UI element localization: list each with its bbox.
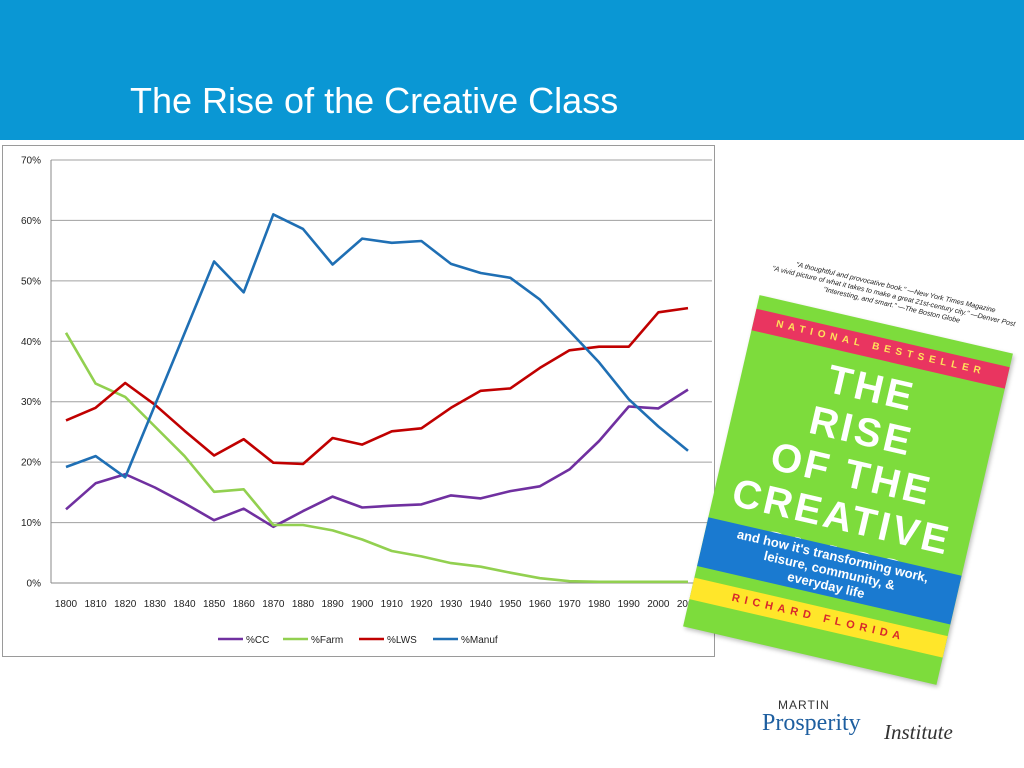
x-tick-label: 1980 bbox=[588, 599, 611, 610]
slide-title: The Rise of the Creative Class bbox=[130, 80, 619, 121]
x-tick-label: 1930 bbox=[440, 599, 463, 610]
institute-logo: MARTIN Prosperity Institute bbox=[762, 696, 982, 756]
x-tick-label: 1870 bbox=[262, 599, 285, 610]
y-tick-label: 30% bbox=[21, 397, 41, 408]
x-tick-label: 1850 bbox=[203, 599, 226, 610]
y-tick-label: 10% bbox=[21, 518, 41, 529]
x-tick-label: 1910 bbox=[381, 599, 404, 610]
x-tick-label: 1840 bbox=[173, 599, 196, 610]
series-line-farm bbox=[64, 332, 688, 584]
x-tick-label: 1970 bbox=[558, 599, 581, 610]
x-tick-label: 1960 bbox=[529, 599, 552, 610]
logo-prosperity: Prosperity bbox=[762, 710, 861, 736]
y-tick-label: 0% bbox=[27, 579, 42, 590]
book-cover-face: NATIONAL BESTSELLER THE RISE OF THE CREA… bbox=[683, 295, 1013, 685]
chart-canvas: 0% 10% 20% 30% 40% 50% 60% 70% 1800 1810 1820 1830 1… bbox=[21, 156, 712, 646]
line-chart: 0% 10% 20% 30% 40% 50% 60% 70% 1800 1810 1820 1830 1… bbox=[2, 145, 715, 657]
y-tick-label: 60% bbox=[21, 216, 41, 227]
legend-label: %CC bbox=[246, 635, 269, 646]
x-tick-label: 1800 bbox=[55, 599, 78, 610]
series-line-manuf bbox=[65, 213, 689, 479]
title-bar: The Rise of the Creative Class bbox=[0, 0, 1024, 140]
logo-martin: MARTIN bbox=[778, 698, 830, 712]
y-tick-label: 40% bbox=[21, 337, 41, 348]
y-tick-label: 50% bbox=[21, 276, 41, 287]
legend-label: %LWS bbox=[387, 635, 417, 646]
x-tick-label: 1950 bbox=[499, 599, 522, 610]
x-tick-label: 1900 bbox=[351, 599, 374, 610]
x-tick-label: 1880 bbox=[292, 599, 315, 610]
series-line-lws bbox=[65, 306, 689, 466]
legend-label: %Farm bbox=[311, 635, 343, 646]
book-cover: NATIONAL BESTSELLER THE RISE OF THE CREA… bbox=[683, 253, 1019, 685]
x-tick-label: 1830 bbox=[144, 599, 167, 610]
x-tick-label: 1940 bbox=[470, 599, 493, 610]
x-tick-label: 1890 bbox=[321, 599, 344, 610]
x-tick-label: 2000 bbox=[647, 599, 670, 610]
x-tick-label: 1860 bbox=[233, 599, 256, 610]
x-tick-label: 1810 bbox=[84, 599, 107, 610]
y-tick-label: 70% bbox=[21, 156, 41, 167]
x-tick-label: 1820 bbox=[114, 599, 137, 610]
x-tick-label: 1990 bbox=[618, 599, 641, 610]
legend-label: %Manuf bbox=[461, 635, 498, 646]
y-tick-label: 20% bbox=[21, 458, 41, 469]
x-tick-label: 1920 bbox=[410, 599, 433, 610]
series-line-cc bbox=[65, 388, 689, 529]
logo-institute: Institute bbox=[884, 720, 953, 744]
